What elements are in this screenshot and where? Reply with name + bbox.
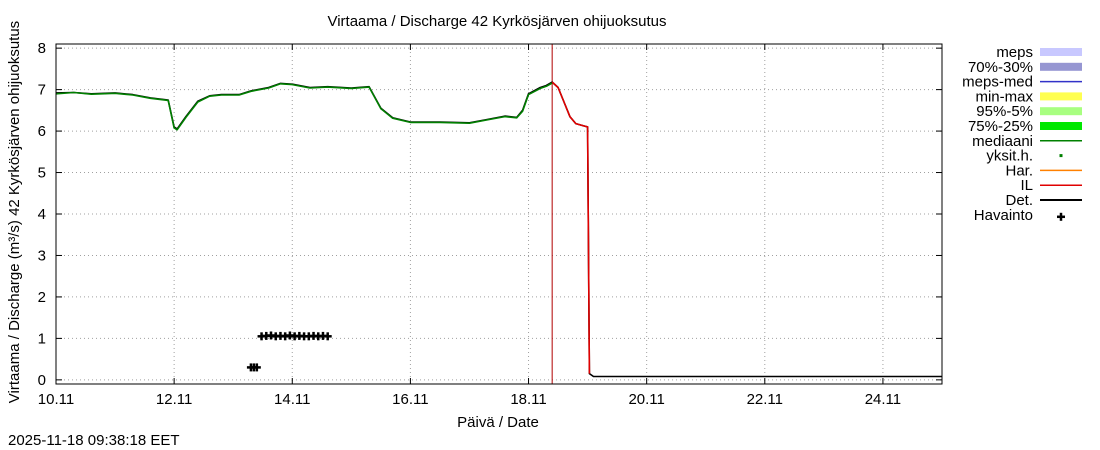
legend-swatch — [1040, 107, 1082, 116]
legend-label: meps — [996, 44, 1033, 61]
y-tick-label: 1 — [38, 330, 46, 347]
y-tick-label: 5 — [38, 165, 46, 182]
legend-label: mediaani — [972, 133, 1033, 150]
legend-label: IL — [1020, 177, 1033, 194]
observation-markers — [246, 331, 332, 372]
legend-item: IL — [1020, 177, 1082, 194]
legend-swatch — [1040, 122, 1082, 130]
x-tick-label: 16.11 — [392, 391, 428, 408]
legend-label: 70%-30% — [968, 59, 1033, 76]
y-tick-label: 3 — [38, 247, 46, 264]
series-line-il — [551, 81, 591, 374]
series-line-mediaani — [55, 82, 553, 131]
legend-item: mediaani — [972, 133, 1082, 150]
y-tick-label: 7 — [38, 82, 46, 99]
legend-item: 75%-25% — [968, 118, 1082, 135]
legend-item: min-max — [975, 88, 1082, 105]
chart-grid — [56, 44, 942, 384]
chart-series — [55, 44, 942, 384]
legend-item: yksit.h. — [986, 148, 1063, 165]
legend-item: meps — [996, 44, 1082, 61]
y-axis-label: Virtaama / Discharge (m³/s) 42 Kyrkösjär… — [6, 21, 23, 403]
legend-item: 70%-30% — [968, 59, 1082, 76]
legend-item: meps-med — [962, 74, 1082, 91]
y-tick-label: 2 — [38, 289, 46, 306]
legend-swatch — [1040, 48, 1082, 56]
chart-title: Virtaama / Discharge 42 Kyrkösjärven ohi… — [327, 13, 666, 30]
legend-swatch — [1040, 62, 1082, 71]
y-tick-label: 8 — [38, 40, 46, 57]
legend-label: Det. — [1005, 192, 1033, 209]
legend-swatch — [1059, 154, 1063, 158]
legend-item: 95%-5% — [976, 103, 1082, 120]
x-tick-label: 24.11 — [865, 391, 901, 408]
legend-item: Har. — [1005, 162, 1082, 179]
chart-legend: meps70%-30%meps-medmin-max95%-5%75%-25%m… — [962, 44, 1082, 224]
x-tick-label: 20.11 — [628, 391, 664, 408]
x-axis-label: Päivä / Date — [457, 414, 539, 431]
legend-label: min-max — [975, 88, 1033, 105]
legend-label: yksit.h. — [986, 148, 1033, 165]
observation-point — [323, 332, 332, 341]
legend-swatch — [1040, 92, 1082, 101]
x-tick-label: 12.11 — [156, 391, 192, 408]
legend-label: Har. — [1005, 162, 1033, 179]
x-tick-label: 10.11 — [38, 391, 74, 408]
legend-label: meps-med — [962, 74, 1033, 91]
x-tick-label: 22.11 — [747, 391, 783, 408]
chart-axes: 0 1 2 3 4 5 6 7 8 10.11 12.11 14.11 16.11 18.11 20.11 2… — [38, 40, 943, 408]
legend-label: 75%-25% — [968, 118, 1033, 135]
legend-item: Havainto — [974, 207, 1065, 224]
timestamp: 2025-11-18 09:38:18 EET — [8, 432, 180, 449]
observation-point — [252, 363, 261, 372]
x-tick-label: 14.11 — [274, 391, 310, 408]
y-tick-label: 0 — [38, 372, 46, 389]
y-tick-label: 6 — [38, 123, 46, 140]
y-tick-label: 4 — [38, 206, 46, 223]
legend-label: Havainto — [974, 207, 1033, 224]
legend-item: Det. — [1005, 192, 1082, 209]
legend-label: 95%-5% — [976, 103, 1033, 120]
x-tick-label: 18.11 — [510, 391, 546, 408]
